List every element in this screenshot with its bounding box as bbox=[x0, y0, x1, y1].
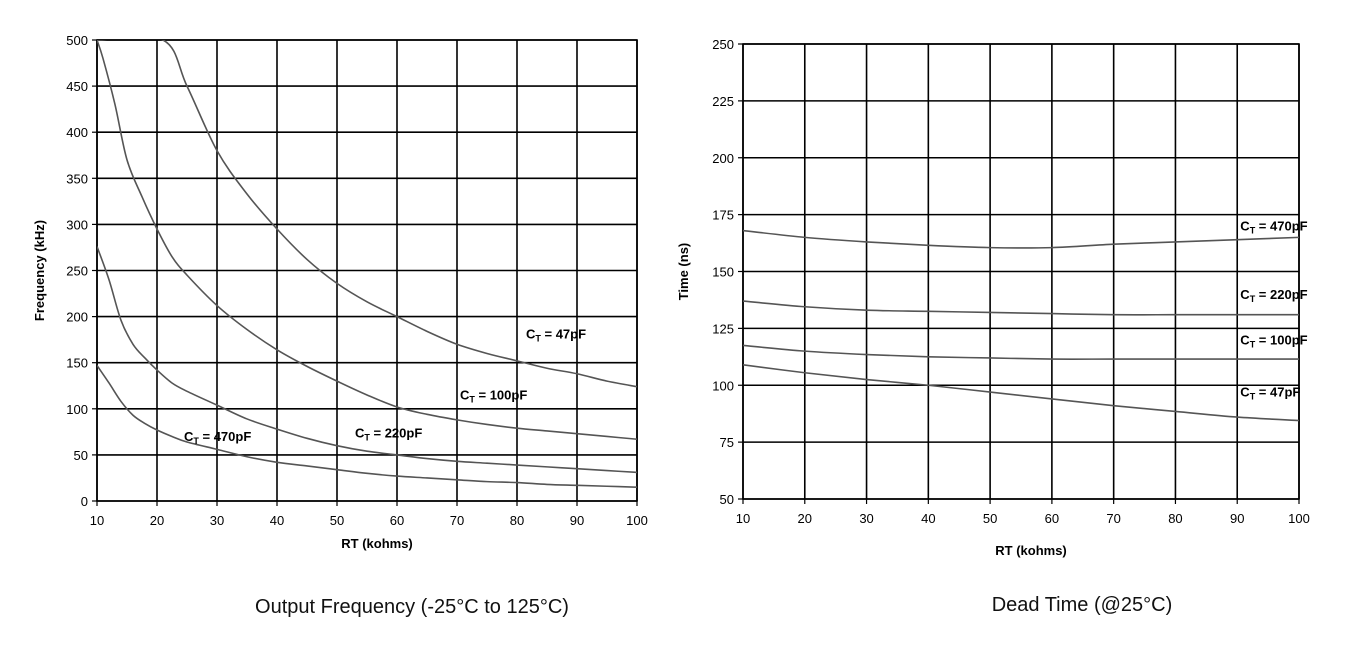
dead-x-tick-20: 20 bbox=[798, 511, 812, 526]
dead-x-axis-label: RT (kohms) bbox=[995, 543, 1067, 558]
dead-y-tick-50: 50 bbox=[720, 492, 734, 507]
freq-y-tick-250: 250 bbox=[66, 264, 88, 279]
dead-x-tick-90: 90 bbox=[1230, 511, 1244, 526]
freq-series-label-ct-470pf: CT = 470pF bbox=[184, 429, 251, 446]
freq-y-tick-500: 500 bbox=[66, 33, 88, 48]
freq-y-tick-200: 200 bbox=[66, 310, 88, 325]
freq-x-axis-label: RT (kohms) bbox=[341, 536, 413, 551]
freq-series-line-ct-470pf bbox=[97, 365, 637, 488]
dead-x-tick-100: 100 bbox=[1288, 511, 1310, 526]
dead-series-line-ct-470pf bbox=[743, 229, 1299, 249]
freq-x-tick-40: 40 bbox=[270, 513, 284, 528]
dead-y-tick-150: 150 bbox=[712, 265, 734, 280]
dead-x-tick-60: 60 bbox=[1045, 511, 1059, 526]
freq-caption: Output Frequency (-25°C to 125°C) bbox=[255, 596, 569, 618]
freq-series-label-ct-47pf: CT = 47pF bbox=[526, 327, 586, 344]
freq-x-tick-90: 90 bbox=[570, 513, 584, 528]
dead-y-tick-225: 225 bbox=[712, 94, 734, 109]
freq-x-tick-10: 10 bbox=[90, 513, 104, 528]
freq-series-label-ct-100pf: CT = 100pF bbox=[460, 388, 527, 405]
freq-y-tick-150: 150 bbox=[66, 356, 88, 371]
freq-x-tick-100: 100 bbox=[626, 513, 648, 528]
freq-x-tick-80: 80 bbox=[510, 513, 524, 528]
dead-y-axis-label: Time (ns) bbox=[676, 243, 691, 301]
dead-series-label-ct-470pf: CT = 470pF bbox=[1240, 219, 1307, 236]
freq-x-tick-70: 70 bbox=[450, 513, 464, 528]
dead-x-tick-30: 30 bbox=[859, 511, 873, 526]
freq-series-label-ct-220pf: CT = 220pF bbox=[355, 425, 422, 442]
freq-y-tick-100: 100 bbox=[66, 402, 88, 417]
dead-y-tick-200: 200 bbox=[712, 151, 734, 166]
dead-y-tick-100: 100 bbox=[712, 378, 734, 393]
freq-y-tick-400: 400 bbox=[66, 125, 88, 140]
dead-x-tick-10: 10 bbox=[736, 511, 750, 526]
dead-time-chart: 10 20 30 40 50 60 70 80 90 100 50 75 100 125 150 175 200… bbox=[676, 37, 1310, 616]
dead-series-label-ct-100pf: CT = 100pF bbox=[1240, 332, 1307, 349]
dead-series-label-ct-47pf: CT = 47pF bbox=[1240, 385, 1300, 402]
dead-series-line-ct-47pf bbox=[743, 363, 1299, 422]
dead-y-tick-175: 175 bbox=[712, 208, 734, 223]
freq-y-tick-450: 450 bbox=[66, 79, 88, 94]
dead-x-tick-50: 50 bbox=[983, 511, 997, 526]
freq-x-tick-20: 20 bbox=[150, 513, 164, 528]
freq-x-tick-30: 30 bbox=[210, 513, 224, 528]
freq-y-axis-label: Frequency (kHz) bbox=[32, 220, 47, 321]
freq-y-tick-350: 350 bbox=[66, 171, 88, 186]
freq-y-tick-50: 50 bbox=[74, 448, 88, 463]
dead-series-line-ct-220pf bbox=[743, 300, 1299, 316]
freq-y-tick-0: 0 bbox=[81, 494, 88, 509]
freq-x-tick-60: 60 bbox=[390, 513, 404, 528]
freq-series-line-ct-47pf bbox=[97, 40, 637, 388]
freq-series-line-ct-100pf bbox=[97, 40, 637, 441]
dead-y-tick-250: 250 bbox=[712, 37, 734, 52]
dead-x-tick-80: 80 bbox=[1168, 511, 1182, 526]
dead-y-tick-75: 75 bbox=[720, 435, 734, 450]
dead-series-line-ct-100pf bbox=[743, 344, 1299, 360]
freq-x-tick-50: 50 bbox=[330, 513, 344, 528]
dead-caption: Dead Time (@25°C) bbox=[992, 594, 1173, 616]
dead-x-tick-70: 70 bbox=[1106, 511, 1120, 526]
freq-series-line-ct-220pf bbox=[97, 246, 637, 474]
dead-y-tick-125: 125 bbox=[712, 321, 734, 336]
freq-y-tick-300: 300 bbox=[66, 217, 88, 232]
dead-series-label-ct-220pf: CT = 220pF bbox=[1240, 287, 1307, 304]
output-frequency-chart: 10 20 30 40 50 60 70 80 90 100 0 50 100 150 200 250 300 3… bbox=[32, 33, 648, 618]
dead-x-tick-40: 40 bbox=[921, 511, 935, 526]
